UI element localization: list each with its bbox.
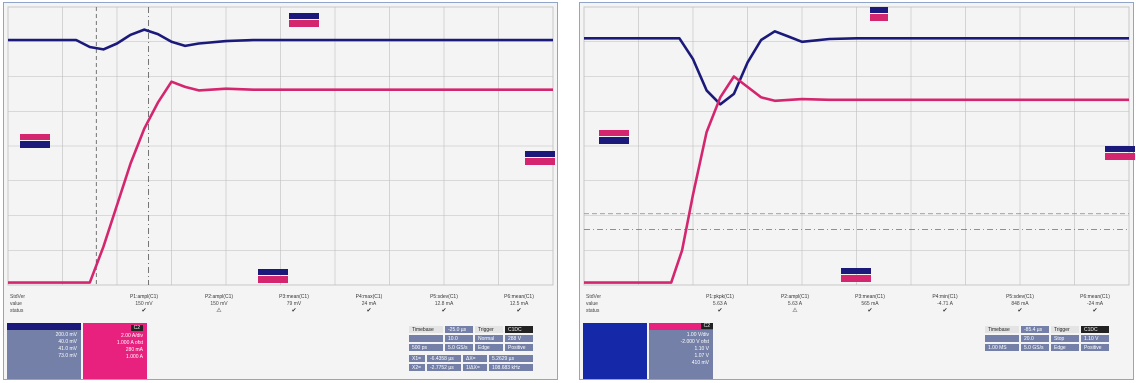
measurement-table: StdVer value status P1:pkpk(C1) 5.63 A ✔ P… xyxy=(580,292,1133,322)
meas-label: value xyxy=(586,301,598,307)
channel-1-descriptor[interactable] xyxy=(583,323,647,379)
scope-screen-left: StdVer value status P1:ampl(C1) 150 mV ✔ P… xyxy=(3,2,558,380)
measurement-column[interactable]: P5:sdev(C1) 848 mA ✔ xyxy=(1006,294,1034,314)
measurement-column[interactable]: P4:max(C1) 24 mA ✔ xyxy=(355,294,383,314)
meas-label: StdVer xyxy=(10,294,26,300)
measurement-column[interactable]: P5:sdev(C1) 12.8 mA ✔ xyxy=(430,294,458,314)
waveform-channel-1 xyxy=(8,28,553,51)
waveform-channel-2 xyxy=(8,80,553,284)
measurement-column[interactable]: P3:mean(C1) 565 mA ✔ xyxy=(855,294,885,314)
waveform-plot-left xyxy=(7,6,554,286)
channel-level-marker[interactable] xyxy=(525,151,555,165)
channel-1-descriptor[interactable]: 200.0 mV 40.0 mV 41.0 mV 73.0 mV xyxy=(7,323,81,379)
waveform-plot-right xyxy=(583,6,1130,286)
waveform-channel-1 xyxy=(584,30,1129,106)
meas-label: status xyxy=(10,308,24,314)
measurement-column[interactable]: P1:pkpk(C1) 5.63 A ✔ xyxy=(706,294,734,314)
channel-level-marker[interactable] xyxy=(1105,146,1135,160)
channel-2-descriptor[interactable]: C2 2.00 A/div 1.000 A ofst 280 mA 1.000 … xyxy=(83,323,147,379)
meas-label: value xyxy=(10,301,22,307)
measurement-column[interactable]: P3:mean(C1) 79 mV ✔ xyxy=(279,294,309,314)
channel-level-marker[interactable] xyxy=(258,269,288,283)
waveform-channel-2 xyxy=(584,75,1129,284)
measurement-column[interactable]: P2:ampl(C1) 5.63 A ⚠ xyxy=(780,294,810,314)
channel-level-marker[interactable] xyxy=(20,134,50,148)
channel-2-descriptor[interactable]: C2 1.00 V/div -2.000 V ofst 1.10 V 1.07 … xyxy=(649,323,713,379)
measurement-table: StdVer value status P1:ampl(C1) 150 mV ✔ P… xyxy=(4,292,557,322)
measurement-column[interactable]: P2:ampl(C1) 150 mV ⚠ xyxy=(204,294,234,314)
scope-screen-right: StdVer value status P1:pkpk(C1) 5.63 A ✔ P… xyxy=(579,2,1135,380)
meas-label: StdVer xyxy=(586,294,602,300)
measurement-column[interactable]: P6:mean(C1) -24 mA ✔ xyxy=(1080,294,1110,314)
measurement-column[interactable]: P1:ampl(C1) 150 mV ✔ xyxy=(129,294,159,314)
channel-level-marker[interactable] xyxy=(599,130,629,144)
measurement-column[interactable]: P6:mean(C1) 12.5 mA ✔ xyxy=(504,294,534,314)
cursor-readout: X1= -6.4358 µs ΔX= 5.2629 µs X2= -2.7752 µs 1… xyxy=(408,354,534,372)
channel-level-marker[interactable] xyxy=(870,7,888,21)
measurement-column[interactable]: P4:min(C1) -4.71 A ✔ xyxy=(932,294,958,314)
meas-label: status xyxy=(586,308,600,314)
channel-level-marker[interactable] xyxy=(841,268,871,282)
channel-level-marker[interactable] xyxy=(289,13,319,27)
